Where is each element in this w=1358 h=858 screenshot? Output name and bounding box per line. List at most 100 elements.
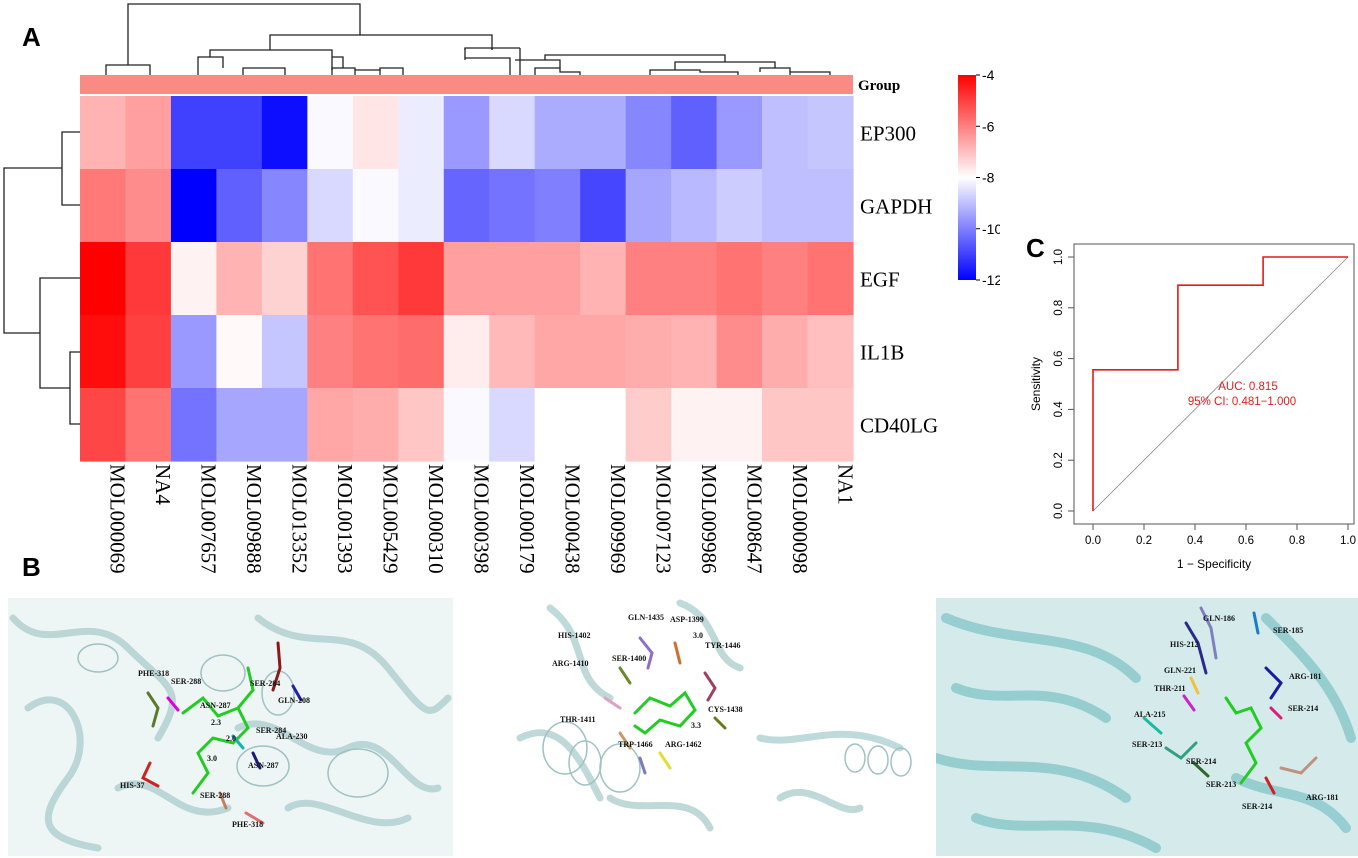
heatmap-cell bbox=[671, 315, 718, 389]
residue-label: SER-284 bbox=[250, 679, 280, 688]
heatmap-cell bbox=[762, 96, 809, 170]
residue-label: ALA-215 bbox=[1134, 710, 1166, 719]
heatmap-cell bbox=[443, 242, 490, 316]
heatmap-cell bbox=[534, 388, 581, 462]
heatmap-cell bbox=[625, 242, 672, 316]
heatmap-cell bbox=[807, 242, 854, 316]
roc-diagonal bbox=[1092, 256, 1349, 512]
heatmap-cell bbox=[307, 388, 354, 462]
heatmap-cell bbox=[762, 388, 809, 462]
colorbar-tick-label: -4 bbox=[982, 67, 995, 83]
heatmap-column-label: MOL008647 bbox=[742, 464, 766, 574]
docking-3-labels: GLN-186 SER-185 HIS-212 GLN-221 THR-211 … bbox=[1132, 614, 1338, 811]
heatmap-row-label: EGF bbox=[860, 268, 900, 292]
panel-label-a: A bbox=[22, 22, 41, 52]
heatmap-cell bbox=[716, 388, 763, 462]
heatmap-cell bbox=[261, 388, 308, 462]
heatmap-column-label: MOL009888 bbox=[242, 464, 266, 574]
heatmap-cell bbox=[580, 315, 627, 389]
heatmap-column-label: MOL000098 bbox=[788, 464, 812, 574]
heatmap-cell bbox=[534, 169, 581, 243]
residue-label: ARG-1410 bbox=[552, 659, 588, 668]
distance-label: 3.0 bbox=[693, 631, 703, 640]
heatmap-cell bbox=[216, 96, 263, 170]
heatmap-cell bbox=[170, 96, 218, 170]
panel-label-c: C bbox=[1026, 233, 1045, 263]
heatmap-column-label: MOL013352 bbox=[288, 464, 312, 574]
heatmap-column-label: MOL005429 bbox=[379, 464, 403, 574]
heatmap-cell bbox=[80, 388, 127, 462]
heatmap-cell bbox=[716, 169, 763, 243]
distance-label: 3.3 bbox=[691, 721, 701, 730]
docking-2-labels: GLN-1435 ASP-1399 HIS-1402 ARG-1410 SER-… bbox=[552, 613, 743, 749]
heatmap-cell bbox=[80, 242, 127, 316]
colorbar-tick-label: -12 bbox=[982, 272, 1000, 288]
heatmap-column-label: MOL009969 bbox=[606, 464, 630, 574]
residue-label: GLN-221 bbox=[1164, 666, 1196, 675]
roc-y-tick-label: 1.0 bbox=[1053, 249, 1065, 265]
heatmap-cell bbox=[398, 388, 445, 462]
residue-label: SER-288 bbox=[171, 677, 201, 686]
heatmap-cell bbox=[443, 96, 490, 170]
residue-label: SER-214 bbox=[1242, 802, 1272, 811]
heatmap-cell bbox=[80, 315, 127, 389]
heatmap-cell bbox=[170, 169, 218, 243]
heatmap-cell bbox=[352, 96, 399, 170]
roc-y-tick-label: 0.0 bbox=[1053, 503, 1065, 519]
heatmap-cell bbox=[125, 388, 172, 462]
heatmap-cell bbox=[671, 242, 718, 316]
heatmap-cell bbox=[625, 388, 672, 462]
heatmap-cell bbox=[125, 242, 172, 316]
heatmap-cell bbox=[307, 169, 354, 243]
roc-x-tick-label: 0.0 bbox=[1085, 535, 1101, 547]
heatmap-column-label: MOL000179 bbox=[515, 464, 539, 574]
row-dendrogram bbox=[3, 131, 80, 425]
heatmap-cell bbox=[125, 315, 172, 389]
heatmap-cell bbox=[170, 242, 218, 316]
heatmap-column-label: MOL009986 bbox=[697, 464, 721, 574]
heatmap-cell bbox=[489, 315, 536, 389]
heatmap-cell bbox=[80, 96, 127, 170]
heatmap-cell bbox=[261, 315, 308, 389]
heatmap-cell bbox=[352, 242, 399, 316]
heatmap-cell bbox=[261, 242, 308, 316]
heatmap-cell bbox=[307, 96, 354, 170]
heatmap-cell bbox=[352, 315, 399, 389]
residue-label: HIS-37 bbox=[120, 781, 144, 790]
residue-label: CYS-1438 bbox=[708, 705, 743, 714]
roc-x-tick-label: 0.4 bbox=[1187, 535, 1204, 547]
heatmap-cell bbox=[261, 96, 308, 170]
residue-label: PHE-318 bbox=[232, 820, 263, 829]
heatmap-cell bbox=[671, 169, 718, 243]
heatmap-cell bbox=[216, 242, 263, 316]
heatmap-cell bbox=[261, 169, 308, 243]
roc-y-tick-label: 0.8 bbox=[1053, 300, 1065, 316]
roc-auc-text: AUC: 0.815 bbox=[1218, 381, 1277, 393]
distance-label: 2.3 bbox=[211, 718, 221, 727]
residue-label: TYR-1446 bbox=[705, 641, 741, 650]
heatmap-cell bbox=[489, 242, 536, 316]
residue-label: GLN-186 bbox=[1203, 614, 1235, 623]
heatmap-cell bbox=[762, 242, 809, 316]
heatmap-cell bbox=[443, 169, 490, 243]
residue-label: ARG-181 bbox=[1306, 793, 1338, 802]
heatmap-cell bbox=[216, 315, 263, 389]
heatmap-cell bbox=[580, 96, 627, 170]
heatmap-cell bbox=[352, 169, 399, 243]
heatmap-column-label: MOL000398 bbox=[470, 464, 494, 574]
heatmap-cell bbox=[807, 388, 854, 462]
heatmap-cell bbox=[398, 315, 445, 389]
heatmap-cell bbox=[625, 96, 672, 170]
heatmap-cell bbox=[398, 242, 445, 316]
residue-label: ASN-287 bbox=[248, 761, 279, 770]
colorbar-tick-label: -8 bbox=[982, 170, 995, 186]
residue-label: ARG-1462 bbox=[665, 740, 701, 749]
roc-chart: 0.0 0.2 0.4 0.6 0.8 1.0 0.0 0.2 0.4 0.6 0.8 1.0 AU… bbox=[1029, 243, 1356, 571]
heatmap-column-label: NA1 bbox=[833, 464, 857, 505]
residue-label: SER-213 bbox=[1206, 780, 1236, 789]
heatmap-cell bbox=[443, 315, 490, 389]
residue-label: SER-185 bbox=[1273, 626, 1303, 635]
heatmap-cell bbox=[534, 315, 581, 389]
heatmap-cell bbox=[125, 169, 172, 243]
residue-label: GLN-208 bbox=[278, 696, 310, 705]
